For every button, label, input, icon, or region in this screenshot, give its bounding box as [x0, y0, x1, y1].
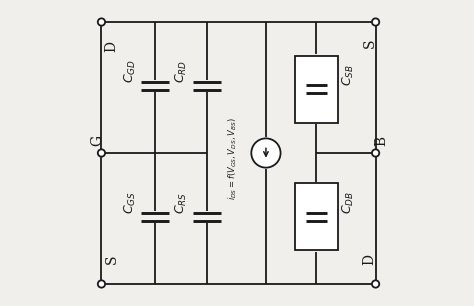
- Circle shape: [372, 18, 379, 26]
- Circle shape: [251, 138, 281, 168]
- Bar: [295, 55, 337, 122]
- Text: S: S: [104, 255, 118, 264]
- Text: $i_{DS} = f(V_{GS}, V_{DS}, V_{BS})$: $i_{DS} = f(V_{GS}, V_{DS}, V_{BS})$: [227, 118, 239, 200]
- Circle shape: [372, 149, 379, 157]
- Text: $C_{RS}$: $C_{RS}$: [174, 192, 190, 214]
- Text: $C_{SB}$: $C_{SB}$: [340, 64, 356, 86]
- Text: $C_{GD}$: $C_{GD}$: [123, 59, 137, 83]
- Text: D: D: [104, 41, 118, 52]
- Bar: [295, 184, 337, 251]
- Text: $C_{GS}$: $C_{GS}$: [123, 191, 137, 214]
- Text: D: D: [363, 254, 376, 265]
- Text: S: S: [363, 39, 376, 48]
- Text: G: G: [90, 135, 104, 146]
- Circle shape: [98, 18, 105, 26]
- Text: $C_{DB}$: $C_{DB}$: [340, 191, 356, 214]
- Circle shape: [372, 280, 379, 288]
- Circle shape: [98, 280, 105, 288]
- Text: $C_{RD}$: $C_{RD}$: [174, 60, 190, 83]
- Circle shape: [98, 149, 105, 157]
- Text: B: B: [374, 136, 389, 146]
